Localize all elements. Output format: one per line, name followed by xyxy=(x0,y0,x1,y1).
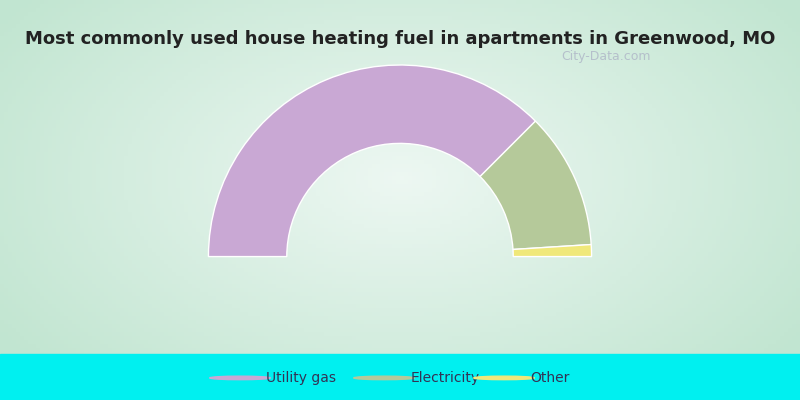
Wedge shape xyxy=(480,121,591,250)
Wedge shape xyxy=(209,65,535,256)
Circle shape xyxy=(354,376,414,380)
Text: Other: Other xyxy=(530,371,570,385)
Circle shape xyxy=(474,376,534,380)
Text: Electricity: Electricity xyxy=(410,371,479,385)
Text: Most commonly used house heating fuel in apartments in Greenwood, MO: Most commonly used house heating fuel in… xyxy=(25,30,775,48)
Circle shape xyxy=(210,376,270,380)
Text: City-Data.com: City-Data.com xyxy=(561,50,650,63)
Text: Utility gas: Utility gas xyxy=(266,371,337,385)
Wedge shape xyxy=(513,244,591,256)
Bar xyxy=(0,354,800,400)
